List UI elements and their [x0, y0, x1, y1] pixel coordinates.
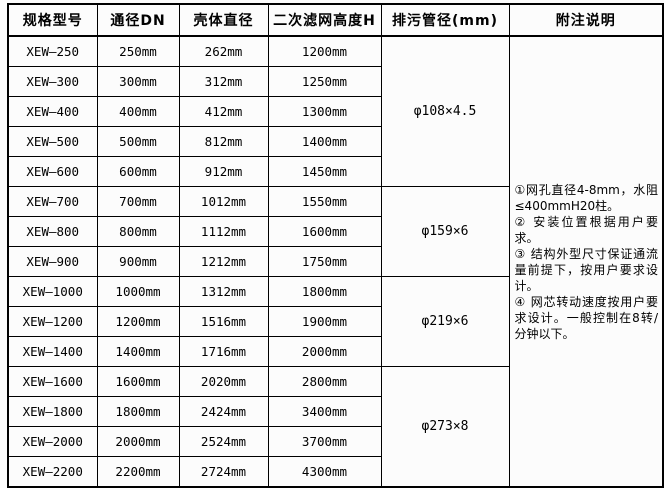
model-cell: XEW—1000	[7, 276, 98, 307]
dn-cell: 400mm	[96, 96, 180, 127]
dn-cell: 800mm	[96, 216, 180, 247]
dn-cell: 2200mm	[96, 456, 180, 488]
table-row: XEW—2000 2000mm 2524mm 3700mm	[7, 426, 663, 457]
shell-diameter-cell: 812mm	[178, 126, 269, 157]
notes-cell: ①网孔直径4-8mm，水阻≤400mmH20柱。 ② 安装位置根据用户要求。 ③ 结…	[508, 35, 664, 488]
model-cell: XEW—400	[7, 96, 98, 127]
table-row: XEW—800 800mm 1112mm 1600mm	[7, 216, 663, 247]
dn-cell: 1200mm	[96, 306, 180, 337]
header-shell-diameter: 壳体直径	[178, 3, 269, 37]
dn-cell: 600mm	[96, 156, 180, 187]
table-row: XEW—250 250mm 262mm 1200mm φ108×4.5 ①网孔直径4-8m…	[7, 35, 664, 488]
filter-height-cell: 1900mm	[267, 306, 382, 337]
dn-cell: 250mm	[96, 35, 180, 67]
model-cell: XEW—250	[7, 35, 98, 67]
filter-height-cell: 1400mm	[267, 126, 382, 157]
shell-diameter-cell: 1012mm	[178, 186, 269, 217]
filter-height-cell: 1550mm	[267, 186, 382, 217]
drain-pipe-cell: φ219×6	[380, 276, 510, 367]
shell-diameter-cell: 1112mm	[178, 216, 269, 247]
dn-cell: 500mm	[96, 126, 180, 157]
model-cell: XEW—900	[7, 246, 98, 277]
specification-table: 规格型号 通径DN 壳体直径 二次滤网高度H 排污管径(mm) 附注说明 XEW…	[7, 3, 664, 488]
header-filter-height: 二次滤网高度H	[267, 3, 382, 37]
filter-height-cell: 2000mm	[267, 336, 382, 367]
shell-diameter-cell: 2424mm	[178, 396, 269, 427]
model-cell: XEW—2200	[7, 456, 98, 488]
shell-diameter-cell: 1716mm	[178, 336, 269, 367]
spec-table-body: XEW—250 250mm 262mm 1200mm φ108×4.5 ①网孔直径4-8m…	[7, 35, 664, 488]
shell-diameter-cell: 2524mm	[178, 426, 269, 457]
filter-height-cell: 1600mm	[267, 216, 382, 247]
header-drain-pipe: 排污管径(mm)	[380, 3, 510, 37]
table-row: XEW—300 300mm 312mm 1250mm	[7, 66, 663, 97]
table-header-row: 规格型号 通径DN 壳体直径 二次滤网高度H 排污管径(mm) 附注说明	[7, 3, 664, 37]
shell-diameter-cell: 912mm	[178, 156, 269, 187]
table-row: XEW—1000 1000mm 1312mm 1800mm φ219×6	[7, 276, 663, 367]
dn-cell: 700mm	[96, 186, 180, 217]
filter-height-cell: 3400mm	[267, 396, 382, 427]
table-row: XEW—400 400mm 412mm 1300mm	[7, 96, 663, 127]
filter-height-cell: 1450mm	[267, 156, 382, 187]
filter-height-cell: 1750mm	[267, 246, 382, 277]
filter-height-cell: 2800mm	[267, 366, 382, 397]
table-row: XEW—1600 1600mm 2020mm 2800mm φ273×8	[7, 366, 663, 488]
model-cell: XEW—1600	[7, 366, 98, 397]
shell-diameter-cell: 262mm	[178, 35, 269, 67]
table-row: XEW—2200 2200mm 2724mm 4300mm	[7, 456, 663, 488]
model-cell: XEW—1800	[7, 396, 98, 427]
table-row: XEW—500 500mm 812mm 1400mm	[7, 126, 663, 157]
dn-cell: 1800mm	[96, 396, 180, 427]
filter-height-cell: 3700mm	[267, 426, 382, 457]
shell-diameter-cell: 1212mm	[178, 246, 269, 277]
note-line: ③ 结构外型尺寸保证通流量前提下，按用户要求设计。	[514, 246, 659, 293]
note-line: ④ 网芯转动速度按用户要求设计。一般控制在8转/分钟以下。	[514, 294, 659, 341]
filter-height-cell: 1300mm	[267, 96, 382, 127]
header-notes: 附注说明	[508, 3, 664, 37]
filter-height-cell: 1800mm	[267, 276, 382, 307]
dn-cell: 1600mm	[96, 366, 180, 397]
model-cell: XEW—2000	[7, 426, 98, 457]
model-cell: XEW—500	[7, 126, 98, 157]
model-cell: XEW—1400	[7, 336, 98, 367]
dn-cell: 1400mm	[96, 336, 180, 367]
note-line: ② 安装位置根据用户要求。	[514, 214, 659, 245]
model-cell: XEW—1200	[7, 306, 98, 337]
shell-diameter-cell: 312mm	[178, 66, 269, 97]
shell-diameter-cell: 1516mm	[178, 306, 269, 337]
model-cell: XEW—300	[7, 66, 98, 97]
table-row: XEW—1800 1800mm 2424mm 3400mm	[7, 396, 663, 427]
table-row: XEW—700 700mm 1012mm 1550mm φ159×6	[7, 186, 663, 277]
filter-height-cell: 1250mm	[267, 66, 382, 97]
model-cell: XEW—800	[7, 216, 98, 247]
drain-pipe-cell: φ108×4.5	[380, 35, 510, 187]
dn-cell: 300mm	[96, 66, 180, 97]
header-dn: 通径DN	[96, 3, 180, 37]
filter-height-cell: 1200mm	[267, 35, 382, 67]
shell-diameter-cell: 2724mm	[178, 456, 269, 488]
model-cell: XEW—600	[7, 156, 98, 187]
table-row: XEW—900 900mm 1212mm 1750mm	[7, 246, 663, 277]
model-cell: XEW—700	[7, 186, 98, 217]
dn-cell: 900mm	[96, 246, 180, 277]
shell-diameter-cell: 2020mm	[178, 366, 269, 397]
shell-diameter-cell: 412mm	[178, 96, 269, 127]
dn-cell: 2000mm	[96, 426, 180, 457]
header-model: 规格型号	[7, 3, 98, 37]
shell-diameter-cell: 1312mm	[178, 276, 269, 307]
note-line: ①网孔直径4-8mm，水阻≤400mmH20柱。	[514, 182, 659, 213]
dn-cell: 1000mm	[96, 276, 180, 307]
table-row: XEW—600 600mm 912mm 1450mm	[7, 156, 663, 187]
drain-pipe-cell: φ273×8	[380, 366, 510, 488]
drain-pipe-cell: φ159×6	[380, 186, 510, 277]
filter-height-cell: 4300mm	[267, 456, 382, 488]
